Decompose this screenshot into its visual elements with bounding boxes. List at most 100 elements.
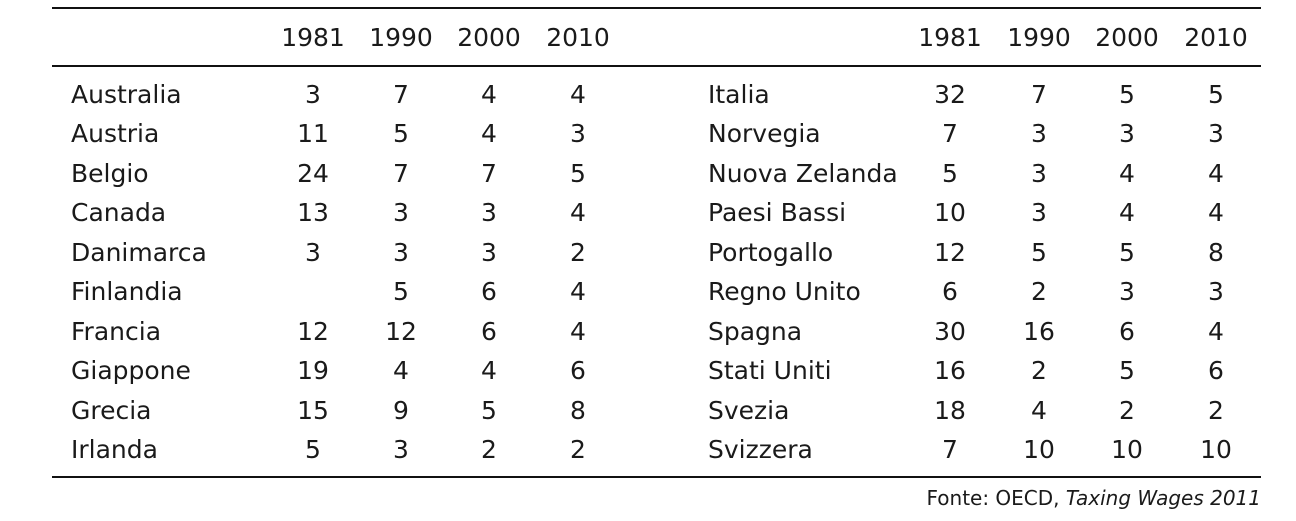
table-cell-value: 11 xyxy=(297,119,329,148)
table-cell-value: 5 xyxy=(393,119,409,148)
row-country-name: Spagna xyxy=(708,317,803,346)
table-cell-value: 18 xyxy=(934,396,966,425)
table-cell-value: 7 xyxy=(1031,80,1047,109)
table-cell-value: 4 xyxy=(1119,198,1135,227)
table-cell-value: 3 xyxy=(305,238,321,267)
table-cell-value: 3 xyxy=(481,198,497,227)
table-cell-value: 7 xyxy=(942,119,958,148)
row-country-name: Francia xyxy=(71,317,162,346)
table-cell-value: 5 xyxy=(481,396,497,425)
table-cell-value: 4 xyxy=(1208,317,1224,346)
row-country-name: Finlandia xyxy=(71,277,183,306)
table-cell-value: 10 xyxy=(934,198,966,227)
table-cell-value: 4 xyxy=(393,356,409,385)
table-cell-value: 2 xyxy=(481,435,497,464)
table-cell-value: 3 xyxy=(305,80,321,109)
row-country-name: Belgio xyxy=(71,159,149,188)
table-cell-value: 19 xyxy=(297,356,329,385)
table-cell-value: 8 xyxy=(1208,238,1224,267)
table-cell-value: 5 xyxy=(305,435,321,464)
column-header-year: 2000 xyxy=(1095,23,1159,52)
table-cell-value: 32 xyxy=(934,80,966,109)
column-header-year: 1981 xyxy=(918,23,982,52)
table-cell-value: 4 xyxy=(570,198,586,227)
table-cell-value: 4 xyxy=(570,80,586,109)
column-header-year: 2010 xyxy=(1184,23,1248,52)
table-cell-value: 5 xyxy=(570,159,586,188)
table-cell-value: 12 xyxy=(934,238,966,267)
table-cell-value: 4 xyxy=(1119,159,1135,188)
table-cell-value: 6 xyxy=(942,277,958,306)
table-cell-value: 10 xyxy=(1111,435,1143,464)
table-cell-value: 6 xyxy=(481,277,497,306)
table-cell-value: 3 xyxy=(1119,277,1135,306)
table-cell-value: 5 xyxy=(1119,80,1135,109)
table-cell-value: 3 xyxy=(1208,119,1224,148)
row-country-name: Danimarca xyxy=(71,238,207,267)
table-cell-value: 7 xyxy=(942,435,958,464)
row-country-name: Paesi Bassi xyxy=(708,198,847,227)
table-cell-value: 4 xyxy=(1208,198,1224,227)
table-cell-value: 2 xyxy=(570,238,586,267)
table-cell-value: 3 xyxy=(570,119,586,148)
table-cell-value: 4 xyxy=(481,356,497,385)
table-cell-value: 2 xyxy=(1031,356,1047,385)
row-country-name: Portogallo xyxy=(708,238,834,267)
table-cell-value: 3 xyxy=(393,238,409,267)
table-cell-value: 6 xyxy=(481,317,497,346)
table-cell-value: 4 xyxy=(570,277,586,306)
row-country-name: Canada xyxy=(71,198,167,227)
source-publication: Taxing Wages 2011 xyxy=(1065,486,1261,510)
table-cell-value: 4 xyxy=(1031,396,1047,425)
table-cell-value: 16 xyxy=(1023,317,1055,346)
table-cell-value: 3 xyxy=(1031,198,1047,227)
table-cell-value: 2 xyxy=(1031,277,1047,306)
table-cell-value: 2 xyxy=(1119,396,1135,425)
table-cell-value: 8 xyxy=(570,396,586,425)
table-cell-value: 3 xyxy=(481,238,497,267)
table-cell-value: 12 xyxy=(385,317,417,346)
table-cell-value: 4 xyxy=(1208,159,1224,188)
table-cell-value: 3 xyxy=(1031,159,1047,188)
table-cell-value: 3 xyxy=(393,435,409,464)
table-cell-value: 10 xyxy=(1200,435,1232,464)
row-country-name: Regno Unito xyxy=(708,277,861,306)
table-bottom-rule xyxy=(52,476,1261,478)
row-country-name: Giappone xyxy=(71,356,191,385)
row-country-name: Svezia xyxy=(708,396,790,425)
column-header-year: 2010 xyxy=(546,23,610,52)
table-cell-value: 7 xyxy=(393,80,409,109)
table-cell-value: 12 xyxy=(297,317,329,346)
row-country-name: Italia xyxy=(708,80,770,109)
table-cell-value: 7 xyxy=(393,159,409,188)
table-cell-value: 15 xyxy=(297,396,329,425)
table-cell-value: 10 xyxy=(1023,435,1055,464)
table-source-note: Fonte: OECD, Taxing Wages 2011 xyxy=(926,485,1261,511)
source-prefix: Fonte: OECD, xyxy=(926,486,1066,510)
table-cell-value: 2 xyxy=(570,435,586,464)
row-country-name: Grecia xyxy=(71,396,152,425)
table-cell-value: 3 xyxy=(1031,119,1047,148)
table-cell-value: 4 xyxy=(570,317,586,346)
column-header-year: 2000 xyxy=(457,23,521,52)
table-cell-value xyxy=(278,277,348,307)
row-country-name: Nuova Zelanda xyxy=(708,159,898,188)
table-cell-value: 7 xyxy=(481,159,497,188)
table-cell-value: 5 xyxy=(942,159,958,188)
table-cell-value: 6 xyxy=(1119,317,1135,346)
table-cell-value: 5 xyxy=(1119,238,1135,267)
column-header-year: 1990 xyxy=(1007,23,1071,52)
row-country-name: Australia xyxy=(71,80,182,109)
table-top-rule xyxy=(52,7,1261,9)
table-cell-value: 6 xyxy=(570,356,586,385)
column-header-year: 1990 xyxy=(369,23,433,52)
table-cell-value: 3 xyxy=(1208,277,1224,306)
table-cell-value: 30 xyxy=(934,317,966,346)
table-cell-value: 3 xyxy=(1119,119,1135,148)
table-cell-value: 16 xyxy=(934,356,966,385)
row-country-name: Stati Uniti xyxy=(708,356,832,385)
table-cell-value: 3 xyxy=(393,198,409,227)
table-cell-value: 5 xyxy=(1119,356,1135,385)
row-country-name: Austria xyxy=(71,119,160,148)
row-country-name: Svizzera xyxy=(708,435,813,464)
